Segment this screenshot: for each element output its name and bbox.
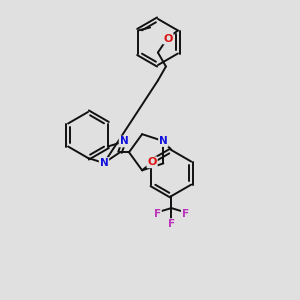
Text: N: N — [119, 136, 128, 146]
Text: O: O — [163, 34, 172, 44]
Text: F: F — [154, 209, 161, 219]
Text: N: N — [159, 136, 168, 146]
Text: F: F — [168, 219, 175, 229]
Text: O: O — [147, 157, 157, 167]
Text: N: N — [100, 158, 108, 168]
Text: F: F — [182, 209, 189, 219]
